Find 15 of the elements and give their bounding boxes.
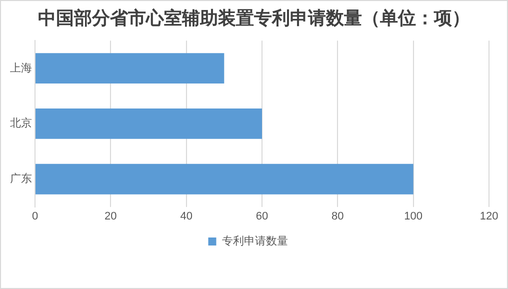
x-tick-label: 120 xyxy=(480,210,498,222)
legend-label: 专利申请数量 xyxy=(222,234,288,248)
bar xyxy=(36,164,414,194)
y-tick-label: 广东 xyxy=(10,172,32,186)
x-tick-label: 60 xyxy=(256,210,268,222)
x-tick-label: 0 xyxy=(32,210,38,222)
x-tick-label: 80 xyxy=(332,210,344,222)
bar xyxy=(36,53,224,84)
y-tick-label: 北京 xyxy=(10,116,32,130)
x-tick-label: 100 xyxy=(404,210,423,222)
x-tick-label: 40 xyxy=(180,210,192,222)
bar xyxy=(36,108,262,139)
y-tick-label: 上海 xyxy=(10,61,32,74)
x-tick-label: 20 xyxy=(104,210,117,222)
chart-title: 中国部分省市心室辅助装置专利申请数量（单位：项） xyxy=(37,7,471,31)
